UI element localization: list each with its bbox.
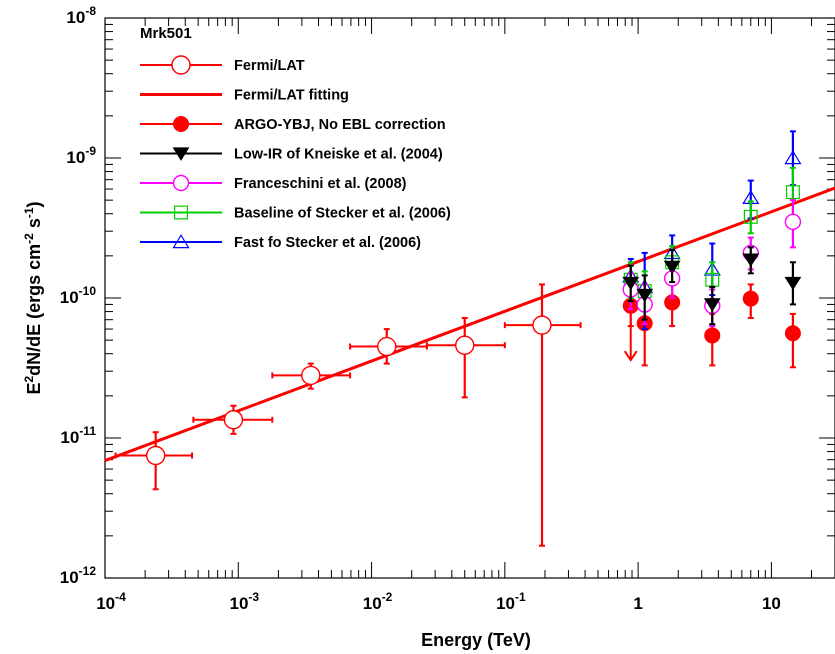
data-point (784, 325, 801, 342)
y-tick-label: 10-12 (60, 564, 97, 587)
legend-label: Fast fo Stecker et al. (2006) (234, 235, 421, 251)
data-point (622, 276, 640, 291)
legend-marker (172, 147, 190, 161)
x-tick-exp: -4 (115, 590, 126, 604)
upper-limit-arrowhead (623, 350, 638, 362)
y-tick-label: 10-11 (60, 424, 96, 447)
legend-marker (172, 174, 190, 192)
x-tick-exp: -2 (382, 590, 393, 604)
y-tick-base: 10 (60, 568, 79, 587)
series-3 (622, 246, 802, 326)
y-title-mid: dN/dE (ergs cm (24, 244, 44, 376)
x-tick-label: 10-2 (363, 590, 393, 613)
data-point (785, 185, 800, 200)
data-point (743, 209, 758, 224)
x-tick-base: 10 (762, 594, 781, 613)
y-tick-exp: -12 (79, 564, 97, 578)
x-tick-base: 10 (496, 594, 515, 613)
x-tick-base: 10 (96, 594, 115, 613)
legend-marker (173, 116, 189, 132)
x-axis-ticks: 10-4 10-3 10-2 10-1 1 10 (96, 18, 813, 613)
x-tick-exp: -3 (248, 590, 259, 604)
legend-title: Mrk501 (140, 25, 192, 42)
x-tick-label: 10 (762, 594, 781, 613)
data-point (742, 253, 760, 267)
x-tick-base: 10 (229, 594, 248, 613)
legend-label: Fermi/LAT (234, 58, 305, 74)
data-point (455, 335, 475, 355)
data-point (377, 336, 397, 357)
y-tick-label: 10-9 (66, 144, 96, 167)
data-point (742, 290, 759, 307)
y-title-sup3: -1 (22, 207, 36, 218)
plot-frame (104, 17, 835, 579)
series-0 (114, 283, 582, 547)
chart-marks (104, 130, 835, 547)
legend-label: Franceschini et al. (2008) (234, 176, 407, 192)
y-title-sup1: 2 (22, 376, 36, 383)
data-point (784, 150, 802, 165)
x-tick-base: 10 (363, 594, 382, 613)
x-tick-label: 10-1 (496, 590, 526, 613)
y-tick-base: 10 (60, 288, 79, 307)
x-tick-exp: -1 (515, 590, 526, 604)
legend-marker (172, 234, 190, 249)
y-title-end: ) (24, 201, 44, 207)
y-tick-exp: -11 (79, 424, 96, 438)
y-axis-title: E2dN/dE (ergs cm-2 s-1) (22, 201, 44, 394)
y-tick-base: 10 (60, 428, 79, 447)
y-tick-label: 10-10 (60, 284, 97, 307)
y-tick-base: 10 (66, 8, 85, 27)
x-tick-label: 1 (633, 594, 642, 613)
data-point (784, 213, 802, 231)
data-point (704, 327, 721, 344)
legend-label: Fermi/LAT fitting (234, 88, 349, 104)
data-point (663, 260, 681, 275)
data-point (145, 445, 166, 466)
legend-label: Low-IR of Kneiske et al. (2004) (234, 147, 443, 163)
y-tick-exp: -9 (85, 144, 96, 158)
x-tick-label: 10-4 (96, 590, 126, 613)
legend-marker (174, 205, 188, 220)
data-point (532, 315, 552, 335)
y-title-mid2: s (24, 218, 44, 233)
y-tick-label: 10-8 (66, 4, 96, 27)
legend: Mrk501 Fermi/LAT Fermi/LAT fitting ARGO-YB… (140, 25, 451, 251)
data-point (301, 365, 321, 386)
y-tick-exp: -8 (85, 4, 96, 18)
y-title-base: E (24, 383, 44, 395)
data-point (636, 288, 654, 303)
x-tick-base: 1 (633, 594, 642, 613)
legend-label: ARGO-YBJ, No EBL correction (234, 117, 446, 133)
legend-label: Baseline of Stecker et al. (2006) (234, 206, 451, 222)
y-tick-exp: -10 (79, 284, 97, 298)
x-axis-title: Energy (TeV) (421, 630, 531, 650)
data-point (703, 298, 721, 312)
legend-marker (171, 55, 191, 75)
y-title-sup2: -2 (22, 233, 36, 244)
data-point (784, 276, 802, 291)
data-point (223, 410, 244, 430)
x-tick-label: 10-3 (229, 590, 259, 613)
y-tick-base: 10 (66, 148, 85, 167)
